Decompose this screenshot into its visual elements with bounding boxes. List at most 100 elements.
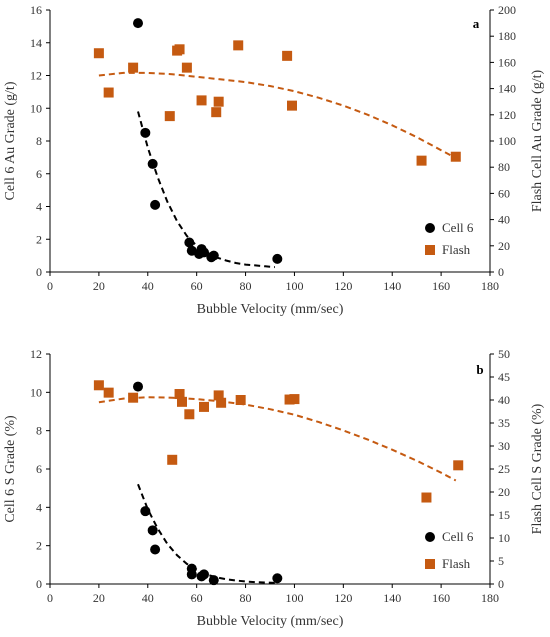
x-tick-label: 60 [191,591,203,605]
data-point [196,95,207,106]
trendline-cell-6 [137,111,275,269]
panel-label: b [476,362,483,377]
y2-tick-label: 0 [498,577,504,591]
y-tick-label: 2 [36,232,42,246]
x-tick-label: 140 [383,279,401,293]
y-tick-label: 8 [36,134,42,148]
legend-label: Cell 6 [442,220,474,235]
panel-label: a [473,16,480,31]
data-point [453,460,464,471]
data-point [289,394,300,405]
y-tick-label: 16 [30,3,42,17]
data-point [140,127,151,138]
y2-tick-label: 20 [498,485,510,499]
y2-tick-label: 50 [498,347,510,361]
y-tick-label: 4 [36,500,42,514]
x-tick-label: 0 [47,591,53,605]
data-point [150,544,161,555]
data-point [272,253,283,264]
x-tick-label: 140 [383,591,401,605]
trendline-cell-6 [137,483,275,584]
x-tick-label: 180 [481,591,499,605]
legend: Cell 6 Flash [425,220,474,257]
series-cell-6 [133,18,283,264]
data-point [199,247,209,258]
y-tick-label: 6 [36,462,42,476]
data-point [416,155,427,166]
data-point [103,387,114,398]
x-tick-label: 60 [191,279,203,293]
data-point [167,454,178,465]
y2-tick-label: 100 [498,134,516,148]
trendline-flash [98,396,457,482]
data-point [208,575,219,586]
y2-tick-label: 5 [498,554,504,568]
data-point [208,250,219,261]
x-tick-label: 40 [142,279,154,293]
data-point [213,390,224,401]
data-point [174,389,185,400]
legend-marker [425,223,435,233]
y2-tick-label: 160 [498,55,516,69]
x-tick-label: 20 [93,279,105,293]
legend-label: Flash [442,556,471,571]
x-axis-title: Bubble Velocity (mm/sec) [197,614,344,629]
y-tick-label: 12 [30,69,42,83]
data-point [133,18,143,29]
data-point [184,409,195,420]
y-tick-label: 10 [30,101,42,115]
y-tick-label: 0 [36,265,42,279]
x-tick-label: 160 [432,591,450,605]
data-point [147,158,158,169]
y-axis-title: Cell 6 Au Grade (g/t) [3,81,18,200]
y-tick-label: 4 [36,200,42,214]
data-point [93,48,104,59]
x-tick-label: 80 [240,591,252,605]
y2-tick-label: 40 [498,213,510,227]
legend-label: Flash [442,242,471,257]
y-axis-title: Cell 6 S Grade (%) [3,415,18,523]
y2-tick-label: 15 [498,508,510,522]
data-point [450,151,461,162]
y2-tick-label: 10 [498,531,510,545]
legend-label: Cell 6 [442,529,474,544]
chart-panel-b: 0 20 40 60 80 100 120 140 160 1800246810120510152… [3,347,545,629]
data-point [103,87,114,98]
data-point [174,44,185,55]
data-point [199,569,209,580]
y2-axis-title: Flash Cell S Grade (%) [530,403,545,534]
data-point [128,62,139,73]
data-point [287,100,297,111]
data-point [184,237,195,248]
x-tick-label: 100 [285,591,303,605]
data-point [177,396,187,407]
x-tick-label: 40 [142,591,154,605]
x-tick-label: 0 [47,279,53,293]
data-point [128,392,139,403]
y-tick-label: 0 [36,577,42,591]
y2-tick-label: 140 [498,82,516,96]
data-point [421,492,432,503]
y2-tick-label: 30 [498,439,510,453]
y2-tick-label: 35 [498,416,510,430]
y-tick-label: 12 [30,347,42,361]
y-tick-label: 6 [36,167,42,181]
x-tick-label: 20 [93,591,105,605]
x-axis-title: Bubble Velocity (mm/sec) [197,302,344,317]
legend-marker [425,532,435,542]
data-point [133,381,143,392]
data-point [140,506,151,517]
series-flash [93,380,464,503]
data-point [150,199,161,210]
y2-tick-label: 60 [498,186,510,200]
y-tick-label: 10 [30,385,42,399]
y2-tick-label: 25 [498,462,510,476]
series-cell-6 [133,381,283,586]
trendline-flash [98,71,457,159]
y2-tick-label: 120 [498,108,516,122]
y2-tick-label: 45 [498,370,510,384]
y-tick-label: 8 [36,424,42,438]
legend-marker [425,245,435,255]
y2-tick-label: 200 [498,3,516,17]
